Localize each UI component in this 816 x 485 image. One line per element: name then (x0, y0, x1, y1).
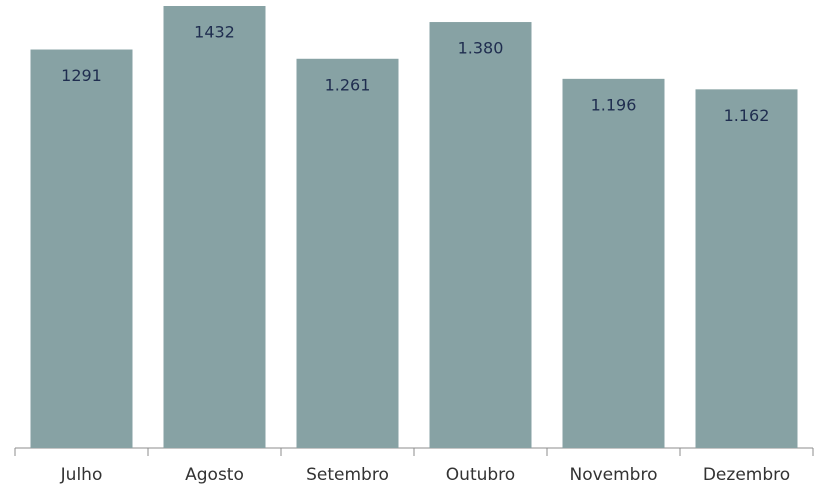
data-label: 1.162 (724, 106, 770, 125)
data-label: 1.380 (458, 39, 504, 58)
x-tick-label: Novembro (569, 465, 657, 485)
data-label: 1291 (61, 66, 102, 85)
x-tick-label: Outubro (446, 465, 515, 485)
x-tick-label: Dezembro (703, 465, 790, 485)
bar (30, 49, 133, 449)
x-tick-label: Julho (60, 465, 103, 485)
bar (562, 78, 665, 449)
bar (296, 58, 399, 448)
data-label: 1.261 (325, 75, 371, 94)
data-label: 1.196 (591, 95, 637, 114)
x-tick-label: Agosto (185, 465, 244, 485)
bar (163, 6, 266, 448)
bar (429, 22, 532, 448)
bar (695, 89, 798, 449)
x-tick-label: Setembro (306, 465, 389, 485)
data-label: 1432 (194, 23, 235, 42)
